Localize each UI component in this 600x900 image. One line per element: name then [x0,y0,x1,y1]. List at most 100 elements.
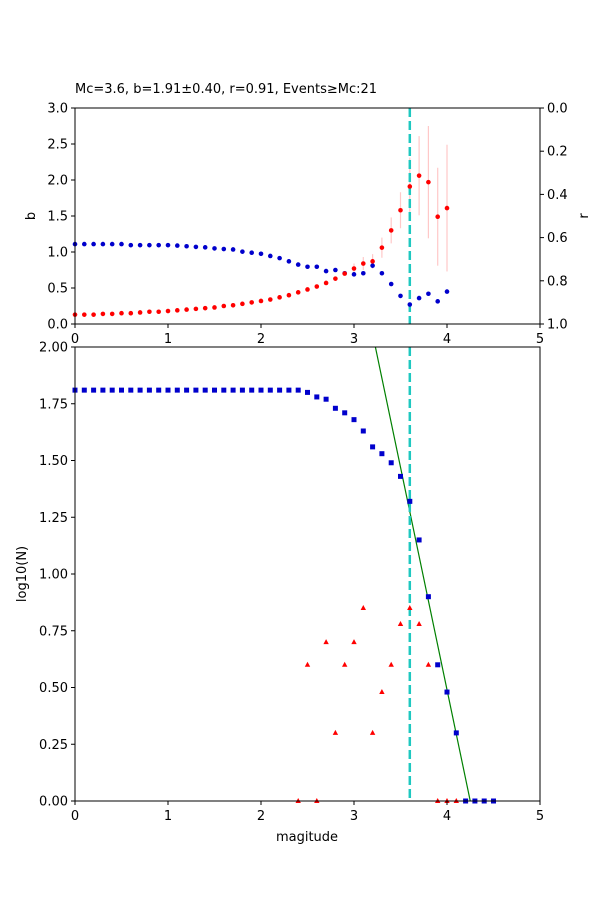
r-point [165,242,171,248]
b-point [444,205,450,211]
top-x-ticks: 0 1 2 3 4 5 [71,324,544,347]
r-point [137,242,143,248]
b-point [426,179,431,185]
x-tick-label: 4 [443,332,451,347]
b-point [388,228,394,233]
cumulative-point [193,387,199,393]
r-point [295,262,301,267]
bottom-y-ticks: 0.00 0.25 0.50 0.75 1.00 1.25 1.50 1.75 2.00 [39,341,75,810]
cumulative-point [286,387,292,393]
y-right-tick-label: 1.0 [547,318,568,333]
b-point [82,312,87,317]
b-point [100,311,106,317]
r-point [193,244,199,250]
r-point [398,293,403,299]
r-point [147,242,152,248]
y-tick-label: 1.75 [39,397,68,412]
x-tick-label: 0 [71,809,79,824]
r-point [333,267,338,273]
b-point [212,305,217,310]
y-right-tick-label: 0.6 [547,231,568,246]
cumulative-point [100,387,106,393]
cumulative-point [128,387,134,393]
cumulative-point [212,387,217,393]
y-right-tick-label: 0.8 [547,274,568,289]
b-point [184,307,189,312]
b-point [323,280,329,286]
cumulative-point [91,387,97,393]
r-point [361,270,366,276]
cumulative-point [137,387,143,393]
noncumulative-point [332,729,339,735]
b-point [221,303,227,309]
b-point [193,306,199,312]
b-point [416,173,422,178]
b-point [230,302,236,308]
r-point [91,241,96,247]
cumulative-point [351,417,357,423]
cumulative-point [221,387,227,393]
noncumulative-point [425,661,432,667]
r-point [184,243,189,249]
y-tick-label: 0.50 [39,681,68,696]
r-point [286,259,292,264]
x-tick-label: 5 [536,332,544,347]
y-right-tick-label: 0.4 [547,188,568,203]
b-point [286,292,292,298]
b-point [128,310,134,316]
r-point [379,270,385,276]
r-point [268,253,273,259]
b-point [398,207,403,213]
r-point [305,264,310,270]
r-point [249,250,254,256]
noncumulative-point [416,620,422,626]
x-tick-label: 1 [164,332,172,347]
y-tick-label: 1.5 [47,210,68,225]
r-point [82,241,87,247]
top-y-ticks: 0.0 0.5 1.0 1.5 2.0 2.5 3.0 [47,102,75,333]
r-point [221,246,227,252]
b-point [119,310,124,316]
b-point [202,305,208,311]
r-point [351,272,357,277]
r-point [175,243,180,248]
r-point [212,246,217,251]
x-tick-label: 4 [443,809,451,824]
y-tick-label: 0.00 [39,795,68,810]
y-tick-label: 2.5 [47,138,68,153]
bottom-panel: 0 1 2 3 4 5 0.00 0.25 0.50 0.75 1.00 1.25 1.50 1.75 2… [15,341,544,846]
x-tick-label: 5 [536,809,544,824]
cumulative-point [267,387,273,393]
cumulative-point [305,389,310,395]
top-panel: Mc=3.6, b=1.91±0.40, r=0.91, Events≥Mc:2… [24,82,592,347]
y-tick-label: 0.0 [47,318,68,333]
b-point [249,300,254,305]
b-point [361,261,366,266]
cumulative-point [174,387,180,393]
b-point [91,312,96,317]
noncumulative-point [342,661,348,667]
b-point [305,287,310,292]
cumulative-point [379,451,385,457]
noncumulative-point [360,605,366,611]
b-point [156,309,161,315]
fit-line [374,347,471,801]
x-tick-label: 2 [257,809,265,824]
bottom-x-label: magitude [276,830,338,845]
noncumulative-point [379,689,385,695]
x-tick-label: 3 [350,809,358,824]
cumulative-point [342,410,348,416]
cumulative-point [277,387,283,393]
b-point [295,290,301,295]
cumulative-point [435,662,441,668]
y-tick-label: 1.50 [39,454,68,469]
cumulative-point [453,730,459,736]
cumulative-point [249,387,255,393]
cumulative-point [109,387,115,393]
b-point [147,309,152,315]
b-point [314,284,320,289]
r-point [277,255,282,261]
r-point [202,245,208,250]
b-point [175,308,180,313]
